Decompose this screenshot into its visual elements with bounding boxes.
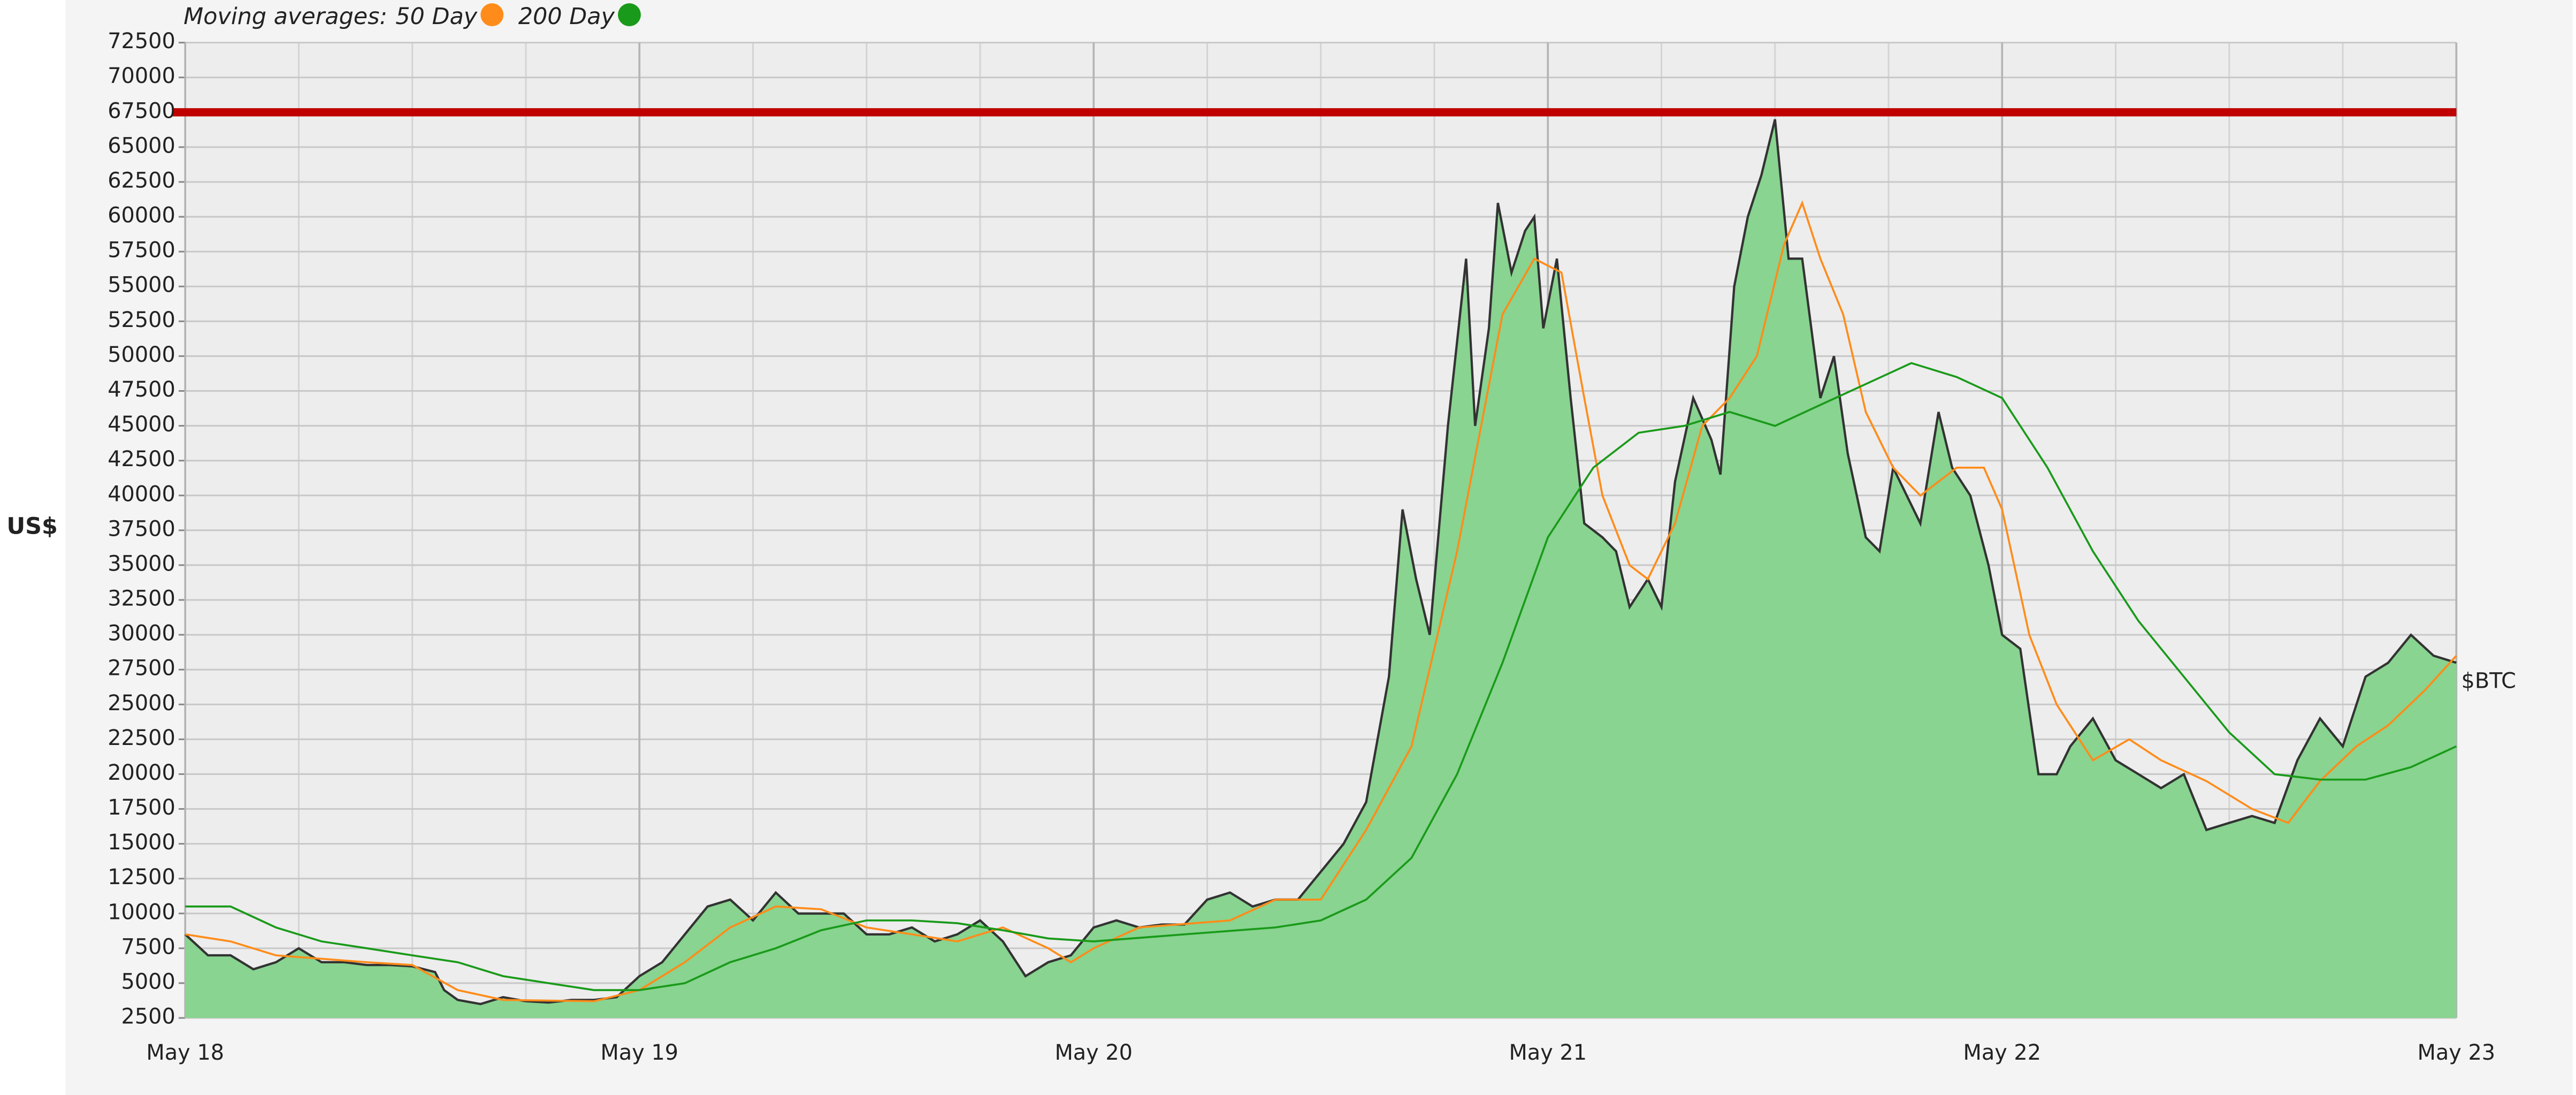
y-tick-label: 35000 (108, 551, 175, 576)
y-tick-label: 72500 (108, 29, 175, 54)
y-tick-label: 25000 (108, 691, 175, 716)
legend-title: Moving averages: (184, 3, 387, 30)
y-tick-label: 67500 (108, 98, 175, 123)
y-tick-label: 52500 (108, 308, 175, 332)
y-tick-label: 60000 (108, 203, 175, 228)
y-tick-label: 22500 (108, 726, 175, 750)
x-tick-label: May 19 (600, 1040, 678, 1065)
x-tick-label: May 22 (1963, 1040, 2042, 1065)
y-tick-label: 50000 (108, 343, 175, 367)
y-tick-label: 30000 (108, 621, 175, 646)
x-tick-label: May 18 (146, 1040, 224, 1065)
y-tick-label: 57500 (108, 238, 175, 263)
y-tick-label: 27500 (108, 656, 175, 681)
y-tick-label: 42500 (108, 447, 175, 472)
y-tick-label: 2500 (121, 1005, 175, 1029)
series-label: $BTC (2462, 668, 2516, 693)
legend-label: 200 Day (518, 3, 615, 30)
y-tick-label: 5000 (121, 969, 175, 994)
y-tick-label: 20000 (108, 761, 175, 785)
y-tick-label: 62500 (108, 168, 175, 193)
line (185, 362, 2457, 991)
x-tick-label: May 23 (2418, 1040, 2496, 1065)
y-tick-label: 32500 (108, 587, 175, 611)
x-tick-label: May 21 (1509, 1040, 1587, 1065)
y-tick-label: 70000 (108, 64, 175, 88)
legend-label: 50 Day (395, 3, 477, 30)
area (185, 119, 2457, 1018)
legend-swatch (617, 3, 641, 27)
x-tick-label: May 20 (1054, 1040, 1133, 1065)
y-tick-label: 17500 (108, 795, 175, 820)
line (185, 200, 2457, 1002)
y-tick-label: 40000 (108, 482, 175, 506)
y-tick-label: 37500 (108, 516, 175, 541)
y-tick-label: 10000 (108, 900, 175, 924)
y-axis-label: US$ (6, 513, 58, 540)
y-tick-label: 45000 (108, 412, 175, 437)
y-tick-label: 7500 (121, 934, 175, 959)
y-tick-label: 65000 (108, 133, 175, 158)
y-tick-label: 55000 (108, 273, 175, 298)
y-tick-label: 47500 (108, 377, 175, 402)
y-tick-label: 12500 (108, 865, 175, 889)
legend: 50 Day 200 Day (395, 3, 641, 30)
plot-area (172, 42, 2458, 1019)
legend-swatch (480, 3, 504, 27)
y-tick-label: 15000 (108, 830, 175, 855)
